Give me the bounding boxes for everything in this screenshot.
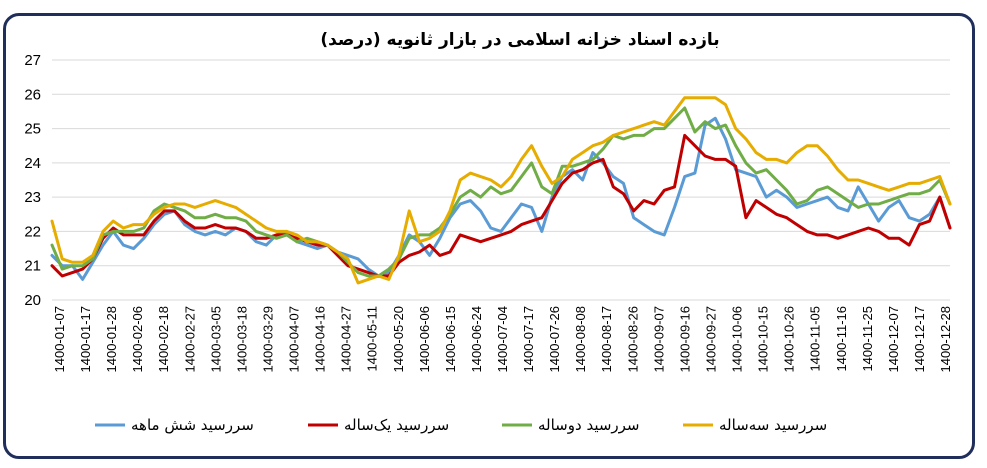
x-tick-label: 1400-10-26 [782,306,797,373]
x-tick-label: 1400-08-26 [625,306,640,373]
x-tick-label: 1400-08-08 [573,306,588,373]
chart-title: بازده اسناد خزانه اسلامی در بازار ثانویه… [320,30,719,50]
x-tick-label: 1400-09-07 [651,306,666,373]
x-tick-label: 1400-07-26 [547,306,562,373]
legend-label: سررسید دوساله [538,416,640,434]
x-tick-label: 1400-05-11 [365,306,380,372]
x-tick-label: 1400-02-18 [156,306,171,373]
y-axis-ticks: 20 21 22 23 24 25 26 27 [24,52,41,309]
legend-label: سررسید شش ماهه [131,416,254,434]
x-tick-label: 1400-10-06 [730,306,745,373]
x-tick-label: 1400-04-27 [339,306,354,373]
y-tick-label: 27 [24,52,41,69]
y-tick-label: 22 [24,223,41,240]
x-tick-label: 1400-07-04 [495,306,510,373]
y-tick-label: 20 [24,292,41,309]
x-tick-label: 1400-06-15 [443,306,458,373]
series-line-4 [50,96,952,285]
x-tick-label: 1400-06-06 [417,306,432,373]
x-tick-label: 1400-01-28 [104,306,119,373]
x-tick-label: 1400-09-16 [677,306,692,373]
x-tick-label: 1400-11-16 [834,306,849,372]
x-tick-label: 1400-11-05 [808,306,823,372]
x-tick-label: 1400-01-17 [78,306,93,373]
x-tick-label: 1400-03-05 [208,306,223,373]
y-tick-label: 26 [24,86,41,103]
x-tick-label: 1400-09-27 [703,306,718,373]
x-tick-label: 1400-04-07 [287,306,302,373]
x-tick-label: 1400-10-15 [756,306,771,373]
x-tick-label: 1400-07-17 [521,306,536,373]
chart-frame [3,13,975,459]
x-tick-label: 1400-04-16 [313,306,328,373]
x-tick-label: 1400-03-18 [234,306,249,373]
series-line-1 [50,116,952,281]
y-tick-label: 25 [24,121,41,138]
x-tick-label: 1400-12-17 [912,306,927,373]
x-tick-label: 1400-05-20 [391,306,406,373]
x-tick-label: 1400-03-29 [260,306,275,373]
y-tick-label: 21 [24,258,41,275]
x-axis-ticks: 1400-01-07 1400-01-17 1400-01-28 1400-02-06… [52,306,953,373]
x-tick-label: 1400-02-06 [130,306,145,373]
x-tick-label: 1400-02-27 [182,306,197,373]
series-line-2 [50,133,952,278]
legend: سررسید شش ماهه سررسید یک‌ساله سررسید دوسال… [95,416,827,434]
series-lines [50,96,952,285]
x-tick-label: 1400-08-17 [599,306,614,373]
y-tick-label: 24 [24,155,41,172]
series-line-3 [50,106,952,278]
y-tick-label: 23 [24,189,41,206]
x-tick-label: 1400-01-07 [52,306,67,373]
gridlines [52,59,950,301]
x-tick-label: 1400-11-25 [860,306,875,372]
legend-label: سررسید سه‌ساله [719,416,827,434]
x-tick-label: 1400-12-28 [938,306,953,373]
legend-label: سررسید یک‌ساله [344,416,449,434]
x-tick-label: 1400-06-24 [469,306,484,373]
x-tick-label: 1400-12-07 [886,306,901,373]
